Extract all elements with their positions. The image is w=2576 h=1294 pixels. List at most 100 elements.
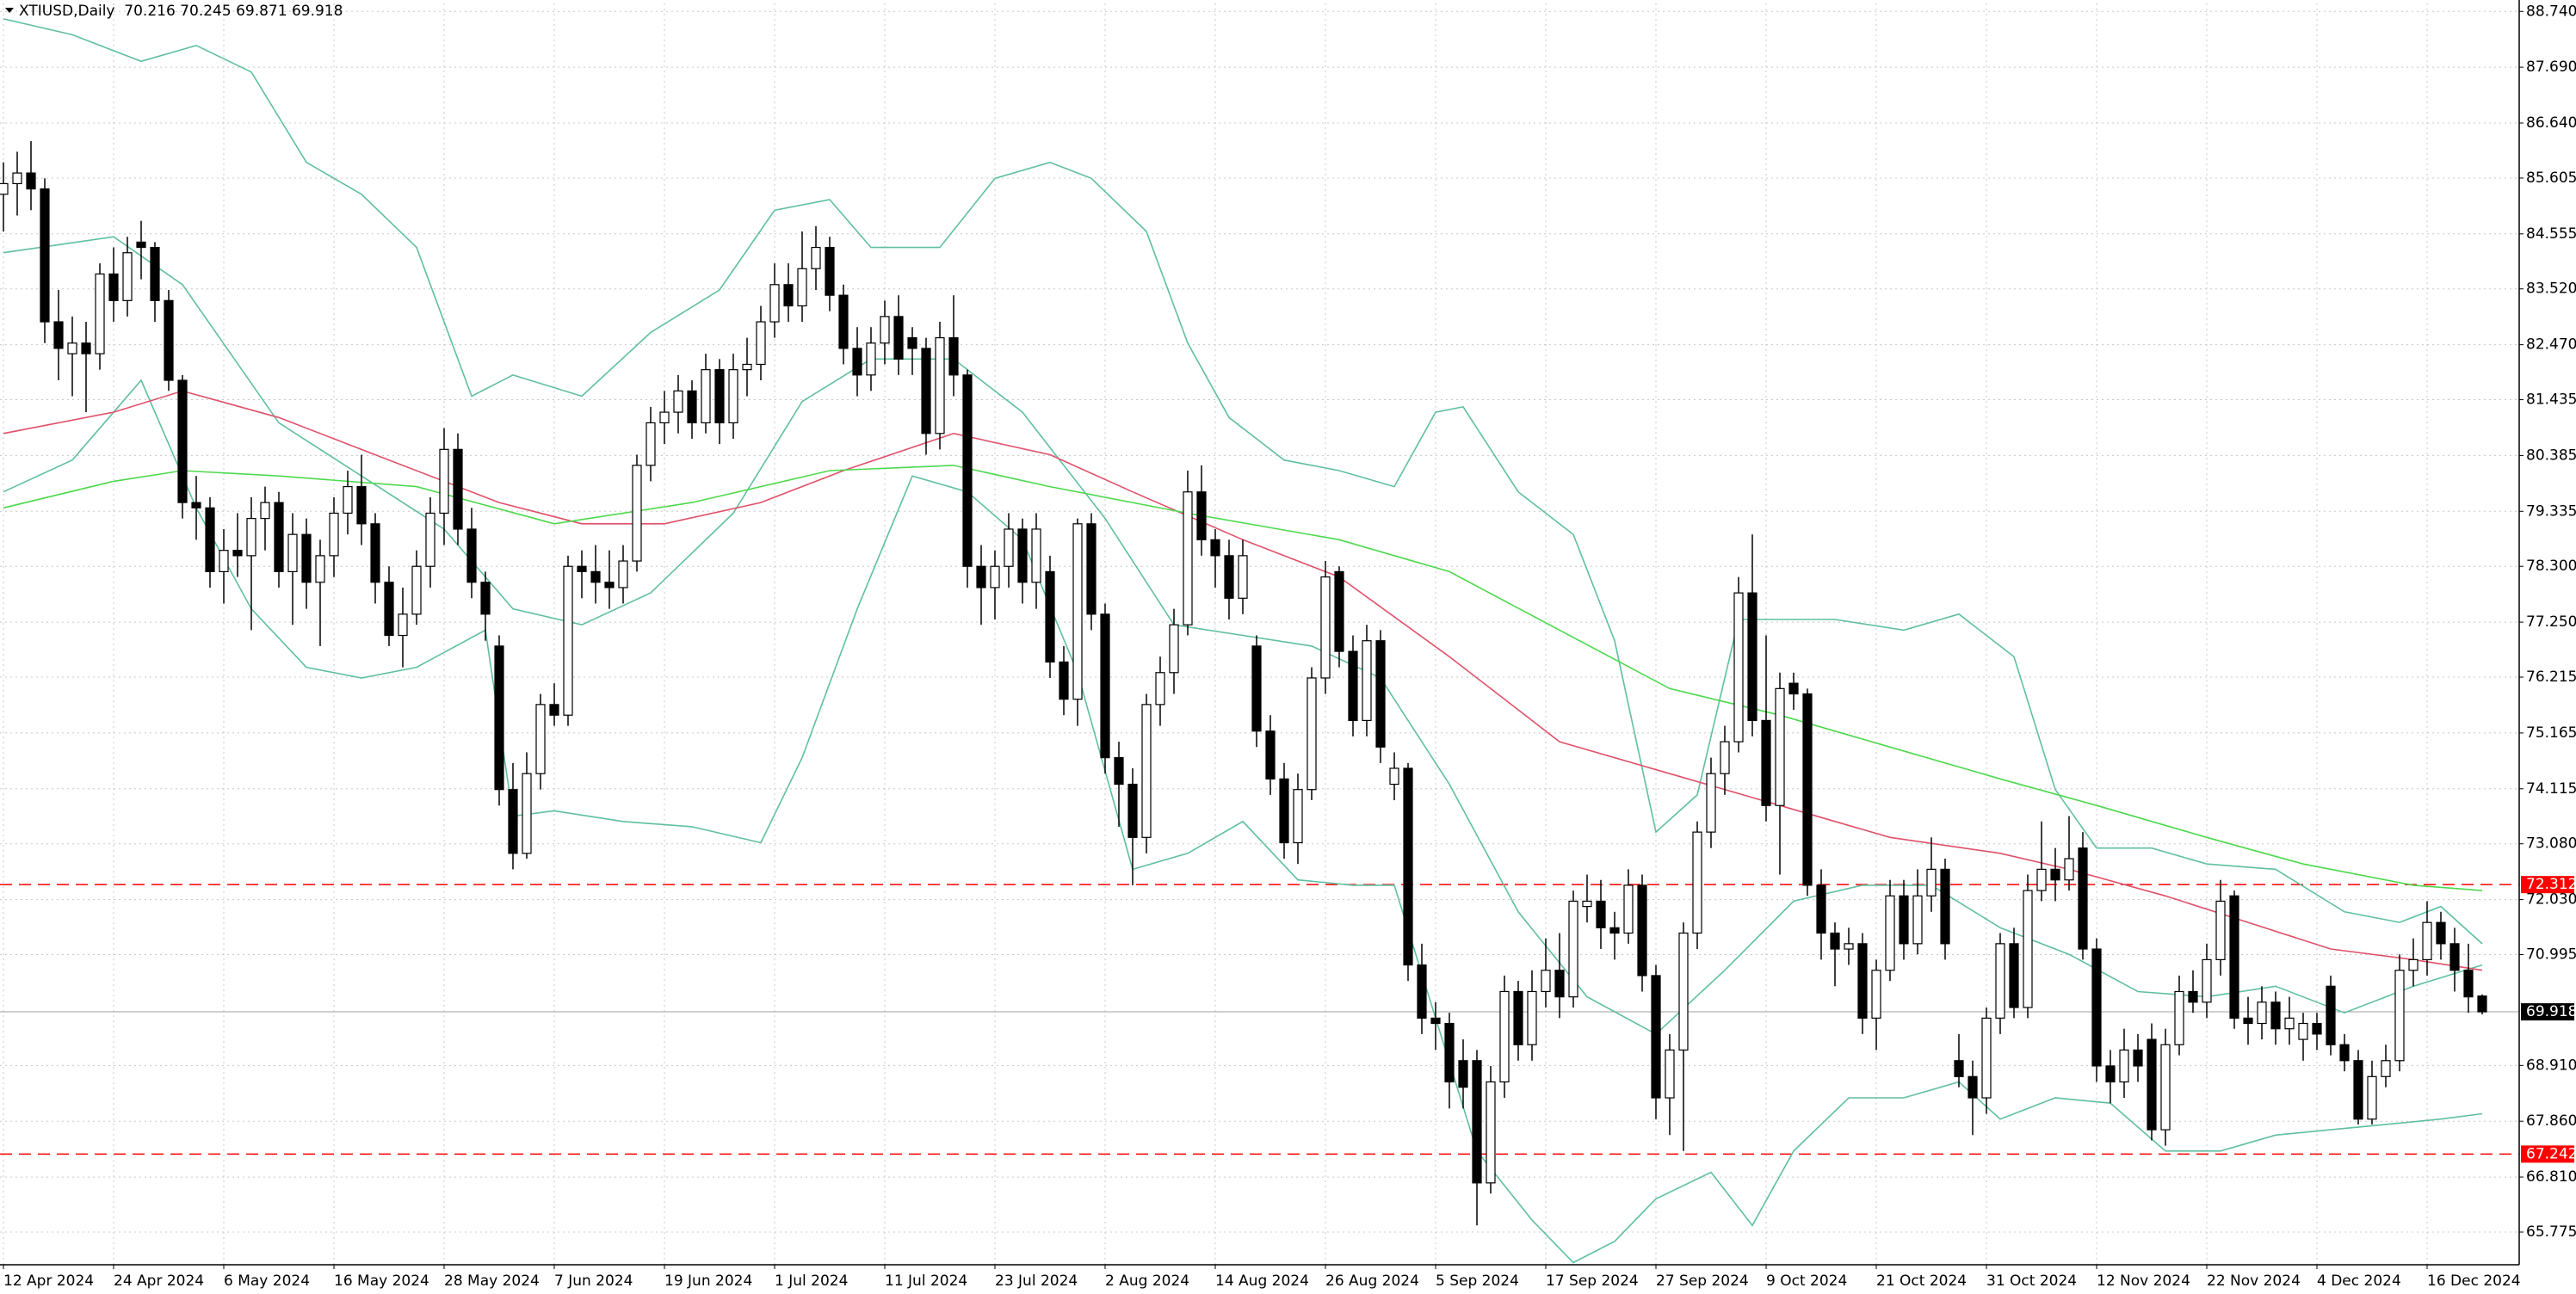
candle-body-up: [1871, 970, 1881, 1019]
candle-body-down: [1458, 1060, 1468, 1088]
candle-body-down: [274, 502, 284, 573]
y-tick-label: 68.910: [2526, 1057, 2576, 1074]
candle-body-up: [535, 704, 546, 774]
candle-body-down: [2009, 943, 2019, 1008]
candle-body-up: [1665, 1049, 1675, 1099]
candle-body-down: [1747, 592, 1757, 721]
indicator-line: [3, 379, 2483, 1264]
y-tick-label: 78.300: [2526, 558, 2576, 575]
candle-body-down: [590, 570, 601, 583]
candle-body-down: [1114, 757, 1124, 786]
candle-body-down: [232, 550, 243, 557]
candle-body-up: [2381, 1060, 2391, 1077]
x-tick-label: 4 Dec 2024: [2317, 1272, 2401, 1290]
candle-body-up: [1775, 687, 1785, 806]
candle-body-down: [2339, 1044, 2350, 1062]
candle-body-up: [398, 613, 408, 637]
candle-body-down: [1059, 661, 1069, 700]
candle-body-up: [246, 518, 256, 557]
candle-body-down: [1403, 767, 1413, 966]
candle-body-down: [2188, 990, 2198, 1003]
candle-body-up: [1844, 943, 1854, 950]
candle-body-up: [315, 555, 325, 583]
chart-title: XTIUSD,Daily 70.216 70.245 69.871 69.918: [19, 3, 343, 20]
level-label-box: [2521, 1145, 2574, 1163]
candle-body-up: [563, 565, 573, 716]
candle-body-up: [2394, 970, 2405, 1062]
x-tick-label: 12 Nov 2024: [2097, 1272, 2190, 1290]
candle-body-down: [1857, 943, 1868, 1019]
candle-body-down: [838, 294, 849, 349]
candle-body-up: [1141, 704, 1152, 838]
y-tick-label: 81.435: [2526, 391, 2576, 409]
x-tick-label: 26 Aug 2024: [1325, 1272, 1419, 1290]
candle-body-up: [1733, 592, 1744, 743]
candle-body-up: [756, 321, 766, 366]
candle-body-up: [1678, 932, 1689, 1051]
candle-body-up: [1031, 528, 1041, 583]
y-tick-label: 67.860: [2526, 1112, 2576, 1130]
x-tick-label: 14 Aug 2024: [1215, 1272, 1309, 1290]
candle-body-up: [1389, 767, 1399, 786]
candle-body-down: [2449, 943, 2460, 971]
candle-body-up: [287, 533, 298, 573]
level-label: 67.242: [2526, 1145, 2576, 1162]
candle-body-up: [122, 252, 133, 301]
candle-body-down: [53, 321, 64, 349]
candle-body-down: [2050, 868, 2060, 881]
candle-body-down: [1554, 970, 1565, 998]
candle-body-up: [1527, 990, 1537, 1045]
x-tick-label: 16 Dec 2024: [2427, 1272, 2521, 1290]
y-tick-label: 74.115: [2526, 780, 2576, 798]
grid-layer: [0, 3, 2519, 1265]
candle-body-up: [1981, 1017, 1992, 1099]
y-tick-label: 88.740: [2526, 3, 2576, 20]
candle-body-up: [12, 172, 22, 185]
candle-body-down: [2463, 970, 2474, 998]
candle-body-up: [2408, 958, 2418, 971]
x-tick-label: 28 May 2024: [444, 1272, 540, 1290]
candle-body-up: [2202, 958, 2212, 1003]
candle-body-up: [769, 284, 780, 323]
candle-body-down: [2243, 1017, 2253, 1025]
candle-body-up: [1720, 741, 1730, 774]
x-tick-label: 6 May 2024: [224, 1272, 310, 1290]
candle-body-down: [1637, 884, 1647, 977]
candle-body-up: [2064, 858, 2074, 881]
x-tick-label: 5 Sep 2024: [1436, 1272, 1519, 1290]
candle-body-up: [329, 512, 339, 557]
candle-body-down: [1968, 1075, 1978, 1099]
candle-body-down: [1472, 1060, 1482, 1184]
candle-body-up: [1885, 895, 1895, 971]
y-tick-label: 79.335: [2526, 502, 2576, 520]
candle-body-down: [1596, 900, 1606, 928]
candle-body-up: [425, 512, 436, 567]
candle-body-down: [549, 704, 559, 716]
x-tick-label: 31 Oct 2024: [1986, 1272, 2077, 1290]
y-tick-label: 80.385: [2526, 447, 2576, 464]
candle-body-up: [646, 422, 656, 466]
candle-body-up: [1499, 990, 1510, 1083]
candle-body-down: [205, 507, 215, 573]
candle-body-up: [935, 336, 945, 434]
x-tick-label: 24 Apr 2024: [114, 1272, 204, 1290]
candle-body-down: [1802, 693, 1813, 886]
candle-body-down: [2477, 995, 2487, 1013]
x-tick-label: 2 Aug 2024: [1105, 1272, 1189, 1290]
y-tick-label: 84.555: [2526, 225, 2576, 243]
candle-body-up: [2422, 921, 2432, 960]
y-tick-label: 65.775: [2526, 1223, 2576, 1241]
candle-body-down: [1127, 783, 1138, 838]
candle-body-up: [1169, 624, 1179, 674]
candle-body-up: [260, 502, 270, 520]
candle-body-down: [1279, 778, 1289, 844]
candle-body-down: [177, 379, 188, 503]
candle-body-down: [577, 565, 587, 573]
symbol-menu-icon[interactable]: [5, 8, 14, 13]
y-tick-label: 70.995: [2526, 946, 2576, 964]
candle-body-up: [673, 390, 683, 413]
candle-body-down: [1609, 927, 1620, 934]
candle-body-up: [2160, 1044, 2171, 1131]
candle-body-down: [948, 336, 959, 376]
candle-body-down: [1224, 555, 1234, 599]
